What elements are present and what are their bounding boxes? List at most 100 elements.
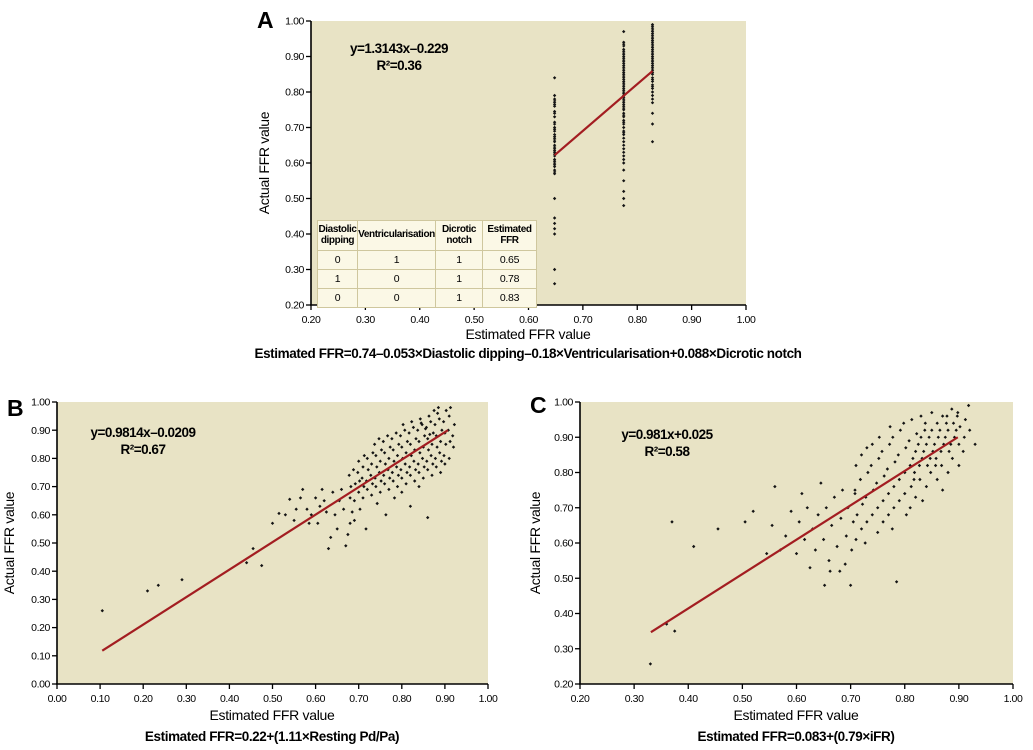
y-tick-label: 0.40: [31, 566, 50, 578]
table-cell: 1: [317, 269, 358, 289]
table-row: 0 0 1 0.83: [317, 288, 537, 308]
table-cell: 1: [435, 250, 483, 270]
y-tick-label: 1.00: [31, 397, 50, 409]
x-tick-label: 0.90: [435, 693, 454, 705]
scatter-points: [100, 405, 457, 613]
x-tick-label: 0.40: [410, 314, 429, 326]
panel-b-equation: y=0.9814x–0.0209: [91, 425, 196, 440]
x-tick-label: 0.80: [392, 693, 411, 705]
y-tick-label: 0.30: [31, 594, 50, 606]
x-tick-label: 0.40: [679, 693, 698, 705]
y-tick-label: 0.70: [285, 122, 304, 134]
regression-trendline: [553, 70, 654, 157]
y-tick-label: 0.70: [554, 502, 573, 514]
y-tick-label: 0.80: [285, 87, 304, 99]
x-tick-label: 0.10: [91, 693, 110, 705]
x-tick-label: 0.00: [48, 693, 67, 705]
table-cell: 1: [357, 250, 436, 270]
y-tick-label: 0.20: [554, 679, 573, 691]
table-cell: 1: [435, 288, 483, 308]
x-tick-label: 0.20: [302, 314, 321, 326]
x-tick-label: 0.30: [177, 693, 196, 705]
x-tick-label: 0.60: [306, 693, 325, 705]
panel-a-label: A: [257, 7, 274, 33]
panel-a-r2: R²=0.36: [377, 58, 423, 73]
y-tick-label: 0.10: [31, 650, 50, 662]
y-tick-label: 0.50: [31, 538, 50, 550]
panel-c-y-axis-title: Actual FFR value: [527, 491, 543, 594]
y-tick-label: 0.60: [554, 538, 573, 550]
y-tick-label: 0.00: [31, 679, 50, 691]
table-cell: 0.78: [482, 269, 537, 289]
table-cell: 0: [317, 250, 358, 270]
regression-trendline: [101, 429, 449, 652]
panel-b-r2: R²=0.67: [121, 442, 166, 457]
y-tick-label: 0.90: [285, 51, 304, 63]
table-cell: 1: [435, 269, 483, 289]
x-tick-label: 1.00: [737, 314, 756, 326]
table-cell: 0.83: [482, 288, 537, 308]
panel-c-caption: Estimated FFR=0.083+(0.79×iFR): [698, 729, 895, 744]
panel-b-caption: Estimated FFR=0.22+(1.11×Resting Pd/Pa): [145, 729, 399, 744]
y-tick-label: 0.30: [285, 264, 304, 276]
table-header-row: Diastolic dipping Ventricularisation Dic…: [317, 220, 537, 251]
x-tick-label: 0.30: [625, 693, 644, 705]
panel-c-r2: R²=0.58: [645, 444, 691, 459]
y-tick-label: 0.50: [554, 573, 573, 585]
table-cell: 0: [357, 269, 436, 289]
panel-a-equation: y=1.3143x–0.229: [350, 41, 448, 56]
x-tick-label: 0.20: [134, 693, 153, 705]
x-tick-label: 0.50: [263, 693, 282, 705]
x-tick-label: 0.60: [787, 693, 806, 705]
y-tick-label: 0.20: [31, 622, 50, 634]
table-row: 0 1 1 0.65: [317, 250, 537, 270]
panel-c-label: C: [530, 392, 547, 418]
panel-b-plot: 0.00 0.10 0.20 0.30 0.40 0.50 0.60 0.70 0.80 0.90…: [31, 397, 498, 705]
y-tick-label: 0.40: [285, 229, 304, 241]
x-tick-label: 0.30: [356, 314, 375, 326]
y-tick-label: 0.80: [554, 467, 573, 479]
y-tick-label: 0.90: [554, 432, 573, 444]
table-header-dicrotic-notch: Dicrotic notch: [435, 220, 483, 251]
y-tick-label: 1.00: [554, 397, 573, 409]
x-tick-label: 0.50: [733, 693, 752, 705]
x-tick-label: 0.60: [519, 314, 538, 326]
panel-a-caption: Estimated FFR=0.74–0.053×Diastolic dippi…: [254, 346, 801, 361]
x-tick-label: 0.70: [841, 693, 860, 705]
y-tick-label: 0.70: [31, 481, 50, 493]
regression-trendline: [650, 436, 959, 634]
panel-b-label: B: [7, 395, 24, 421]
y-tick-label: 0.20: [285, 300, 304, 312]
table-header-estimated-ffr: Estimated FFR: [482, 220, 537, 251]
y-tick-label: 0.30: [554, 643, 573, 655]
y-tick-label: 0.60: [285, 158, 304, 170]
panel-c-x-axis-title: Estimated FFR value: [733, 707, 859, 723]
x-tick-label: 0.80: [628, 314, 647, 326]
x-tick-label: 0.70: [349, 693, 368, 705]
y-tick-label: 0.90: [31, 425, 50, 437]
x-tick-label: 0.40: [220, 693, 239, 705]
panel-a-y-axis-title: Actual FFR value: [256, 111, 272, 214]
panel-c-equation: y=0.981x+0.025: [621, 427, 713, 442]
x-tick-label: 0.70: [573, 314, 592, 326]
panel-c-plot: 0.20 0.30 0.40 0.50 0.60 0.70 0.80 0.90 1.00 0.20…: [554, 397, 1023, 705]
y-tick-label: 1.00: [285, 16, 304, 28]
table-cell: 0.65: [482, 250, 537, 270]
y-tick-label: 0.80: [31, 453, 50, 465]
x-tick-label: 0.20: [571, 693, 590, 705]
table-row: 1 0 1 0.78: [317, 269, 537, 289]
x-tick-label: 0.50: [465, 314, 484, 326]
panel-b-y-axis-title: Actual FFR value: [1, 491, 17, 594]
table-cell: 0: [357, 288, 436, 308]
x-tick-label: 0.80: [895, 693, 914, 705]
y-tick-label: 0.60: [31, 509, 50, 521]
y-tick-label: 0.40: [554, 608, 573, 620]
panel-a-x-axis-title: Estimated FFR value: [465, 326, 591, 342]
table-header-diastolic-dipping: Diastolic dipping: [317, 220, 358, 251]
x-tick-label: 1.00: [1004, 693, 1023, 705]
panel-a-inset-table: Diastolic dipping Ventricularisation Dic…: [317, 220, 537, 308]
table-cell: 0: [317, 288, 358, 308]
y-tick-label: 0.50: [285, 193, 304, 205]
